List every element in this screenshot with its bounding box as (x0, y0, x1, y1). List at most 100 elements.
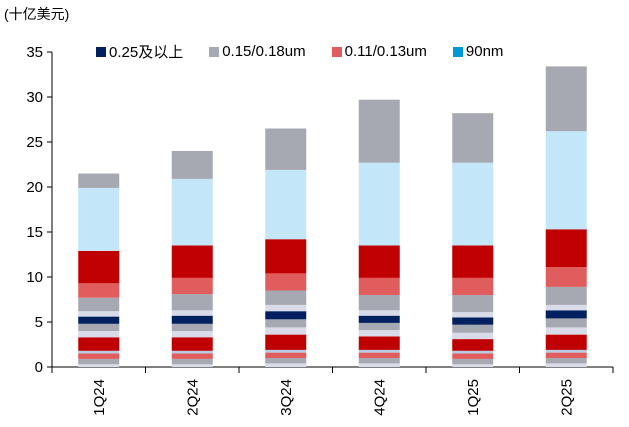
bar-segment (358, 352, 400, 358)
bar-segment (545, 229, 587, 268)
x-tick-label: 3Q24 (278, 379, 295, 416)
bar-segment (265, 304, 307, 312)
legend-swatch (209, 46, 220, 57)
chart-legend: 0.25及以上 0.15/0.18um 0.11/0.13um 90nm (96, 41, 529, 62)
legend-item-025: 0.25及以上 (96, 41, 183, 62)
bar-segment (545, 267, 587, 287)
x-tick-label: 2Q24 (184, 379, 201, 416)
bar-segment (265, 239, 307, 274)
bar-segment (358, 363, 400, 367)
y-tick-label: 0 (35, 359, 43, 376)
bar-segment (78, 364, 120, 367)
legend-label: 0.25及以上 (109, 44, 184, 61)
bar-segment (265, 363, 307, 367)
bar-segment (545, 327, 587, 335)
bar-segment (545, 66, 587, 132)
y-tick-label: 30 (26, 89, 43, 106)
bar-segment (78, 353, 120, 359)
bar-segment (265, 349, 307, 353)
y-tick-label: 15 (26, 224, 43, 241)
x-tick-label: 1Q24 (91, 379, 108, 416)
bar-segment (78, 316, 120, 324)
unit-label: (十亿美元) (4, 6, 70, 22)
bar-segment (358, 162, 400, 246)
bar-segment (78, 297, 120, 312)
bar-segment (545, 352, 587, 358)
bar-segment (358, 358, 400, 364)
bar-segment (452, 317, 494, 325)
bar-segment (545, 304, 587, 311)
bar-segment (358, 349, 400, 353)
bar-segment (78, 331, 120, 338)
bar-segment (78, 311, 120, 317)
y-tick-label: 10 (26, 269, 43, 286)
bar-segment (78, 173, 120, 188)
bar-segment (78, 187, 120, 251)
bar-segment (358, 277, 400, 295)
bar-segment (171, 310, 213, 316)
bar-segment (171, 315, 213, 324)
bar-segment (545, 131, 587, 230)
x-tick-label: 4Q24 (371, 379, 388, 416)
bar-segment (265, 319, 307, 328)
bar-segment (358, 295, 400, 311)
bar-segment (452, 113, 494, 163)
bar-segment (545, 334, 587, 350)
bar-segment (78, 283, 120, 298)
bar-segment (545, 286, 587, 305)
bar-segment (358, 99, 400, 163)
bar-segment (265, 169, 307, 240)
bar-segment (171, 358, 213, 365)
x-tick-label: 1Q25 (465, 379, 482, 416)
legend-label: 0.11/0.13um (344, 43, 427, 60)
bar-segment (171, 277, 213, 295)
bar-segment (171, 151, 213, 179)
bar-segment (452, 350, 494, 354)
bar-segment (452, 332, 494, 340)
bar-segment (265, 358, 307, 364)
bar-segment (452, 324, 494, 333)
y-tick-label: 35 (26, 44, 43, 61)
bar-segment (358, 245, 400, 278)
bar-segment (265, 334, 307, 350)
legend-swatch (96, 46, 106, 57)
bar-segment (171, 350, 213, 354)
x-tick-label: 2Q25 (558, 379, 575, 416)
bar-segment (78, 358, 120, 365)
bar-segment (171, 323, 213, 331)
bar-segment (452, 277, 494, 295)
y-tick-label: 20 (26, 179, 43, 196)
bar-segment (545, 358, 587, 364)
bar-segment (358, 336, 400, 350)
legend-label: 90nm (465, 43, 504, 60)
bar-segment (78, 323, 120, 331)
bar-segment (545, 318, 587, 328)
bar-segment (265, 290, 307, 305)
bar-segment (452, 295, 494, 313)
bar-segment (545, 349, 587, 353)
bar-segment (171, 331, 213, 338)
bar-segment (358, 310, 400, 316)
bar-segment (171, 353, 213, 359)
bar-segment (452, 339, 494, 351)
bar-segment (265, 327, 307, 335)
bar-segment (452, 312, 494, 318)
bar-segment (358, 315, 400, 323)
legend-item-015-018: 0.15/0.18um (209, 41, 306, 62)
bar-segment (265, 311, 307, 320)
legend-item-011-013: 0.11/0.13um (331, 41, 427, 62)
bar-segment (452, 162, 494, 246)
bar-segment (78, 250, 120, 284)
bar-segment (452, 358, 494, 365)
legend-item-90nm: 90nm (452, 41, 504, 62)
bar-segment (545, 310, 587, 319)
bar-segment (545, 363, 587, 367)
legend-swatch (331, 46, 342, 57)
bar-segment (171, 337, 213, 351)
bar-segment (265, 352, 307, 358)
bar-segment (78, 337, 120, 351)
y-tick-label: 25 (26, 134, 43, 151)
bar-segment (265, 273, 307, 291)
bar-segment (452, 245, 494, 278)
